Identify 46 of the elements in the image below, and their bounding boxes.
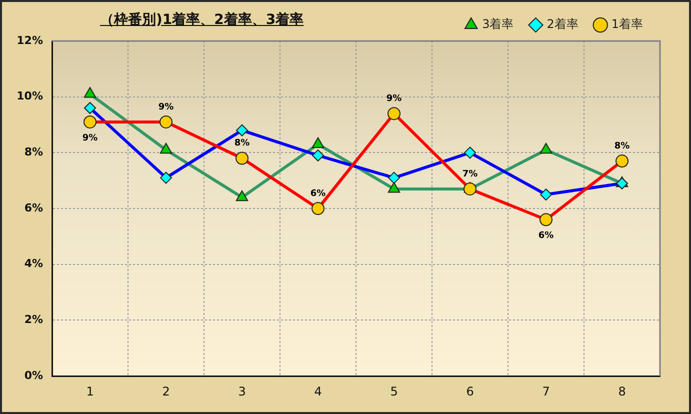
x-tick-label: 7 — [542, 384, 550, 398]
x-tick-label: 5 — [390, 384, 398, 398]
point — [312, 202, 324, 215]
point — [160, 172, 172, 184]
legend-label: 3着率 — [482, 17, 514, 32]
y-tick-label: 0% — [24, 368, 43, 382]
y-tick-label: 12% — [16, 34, 43, 47]
data-label: 7% — [462, 169, 478, 180]
point — [616, 154, 628, 168]
y-tick-label: 6% — [24, 201, 43, 214]
chart-title: （枠番別)1着率、2着率、3着率 — [100, 11, 304, 29]
point — [388, 107, 400, 120]
data-label: 6% — [538, 231, 554, 242]
point — [540, 188, 552, 201]
legend-label: 1着率 — [611, 17, 644, 32]
y-tick-label: 8% — [24, 146, 43, 159]
point — [84, 87, 96, 98]
x-tick-label: 4 — [314, 384, 322, 398]
point — [84, 102, 96, 114]
x-tick-label: 1 — [86, 384, 94, 398]
data-label: 6% — [310, 188, 326, 199]
point — [540, 142, 552, 154]
x-tick-label: 8 — [618, 384, 626, 398]
point — [464, 182, 476, 196]
point — [312, 149, 324, 162]
x-tick-label: 6 — [466, 384, 474, 398]
point — [464, 146, 476, 159]
point — [312, 137, 324, 148]
legend-label: 2着率 — [546, 17, 578, 32]
data-label: 9% — [158, 102, 174, 112]
data-label: 8% — [234, 138, 250, 149]
data-label: 9% — [82, 133, 98, 144]
point — [236, 124, 248, 136]
y-tick-label: 10% — [16, 90, 43, 103]
data-label: 9% — [386, 94, 402, 104]
data-label: 8% — [614, 141, 630, 152]
point — [236, 152, 248, 165]
x-tick-label: 2 — [162, 384, 170, 398]
y-tick-label: 2% — [24, 313, 43, 326]
x-tick-label: 3 — [238, 384, 246, 398]
point — [84, 115, 96, 128]
point — [160, 142, 172, 154]
point — [160, 115, 172, 128]
point — [540, 213, 552, 226]
point — [388, 172, 400, 184]
y-tick-label: 4% — [24, 257, 43, 270]
